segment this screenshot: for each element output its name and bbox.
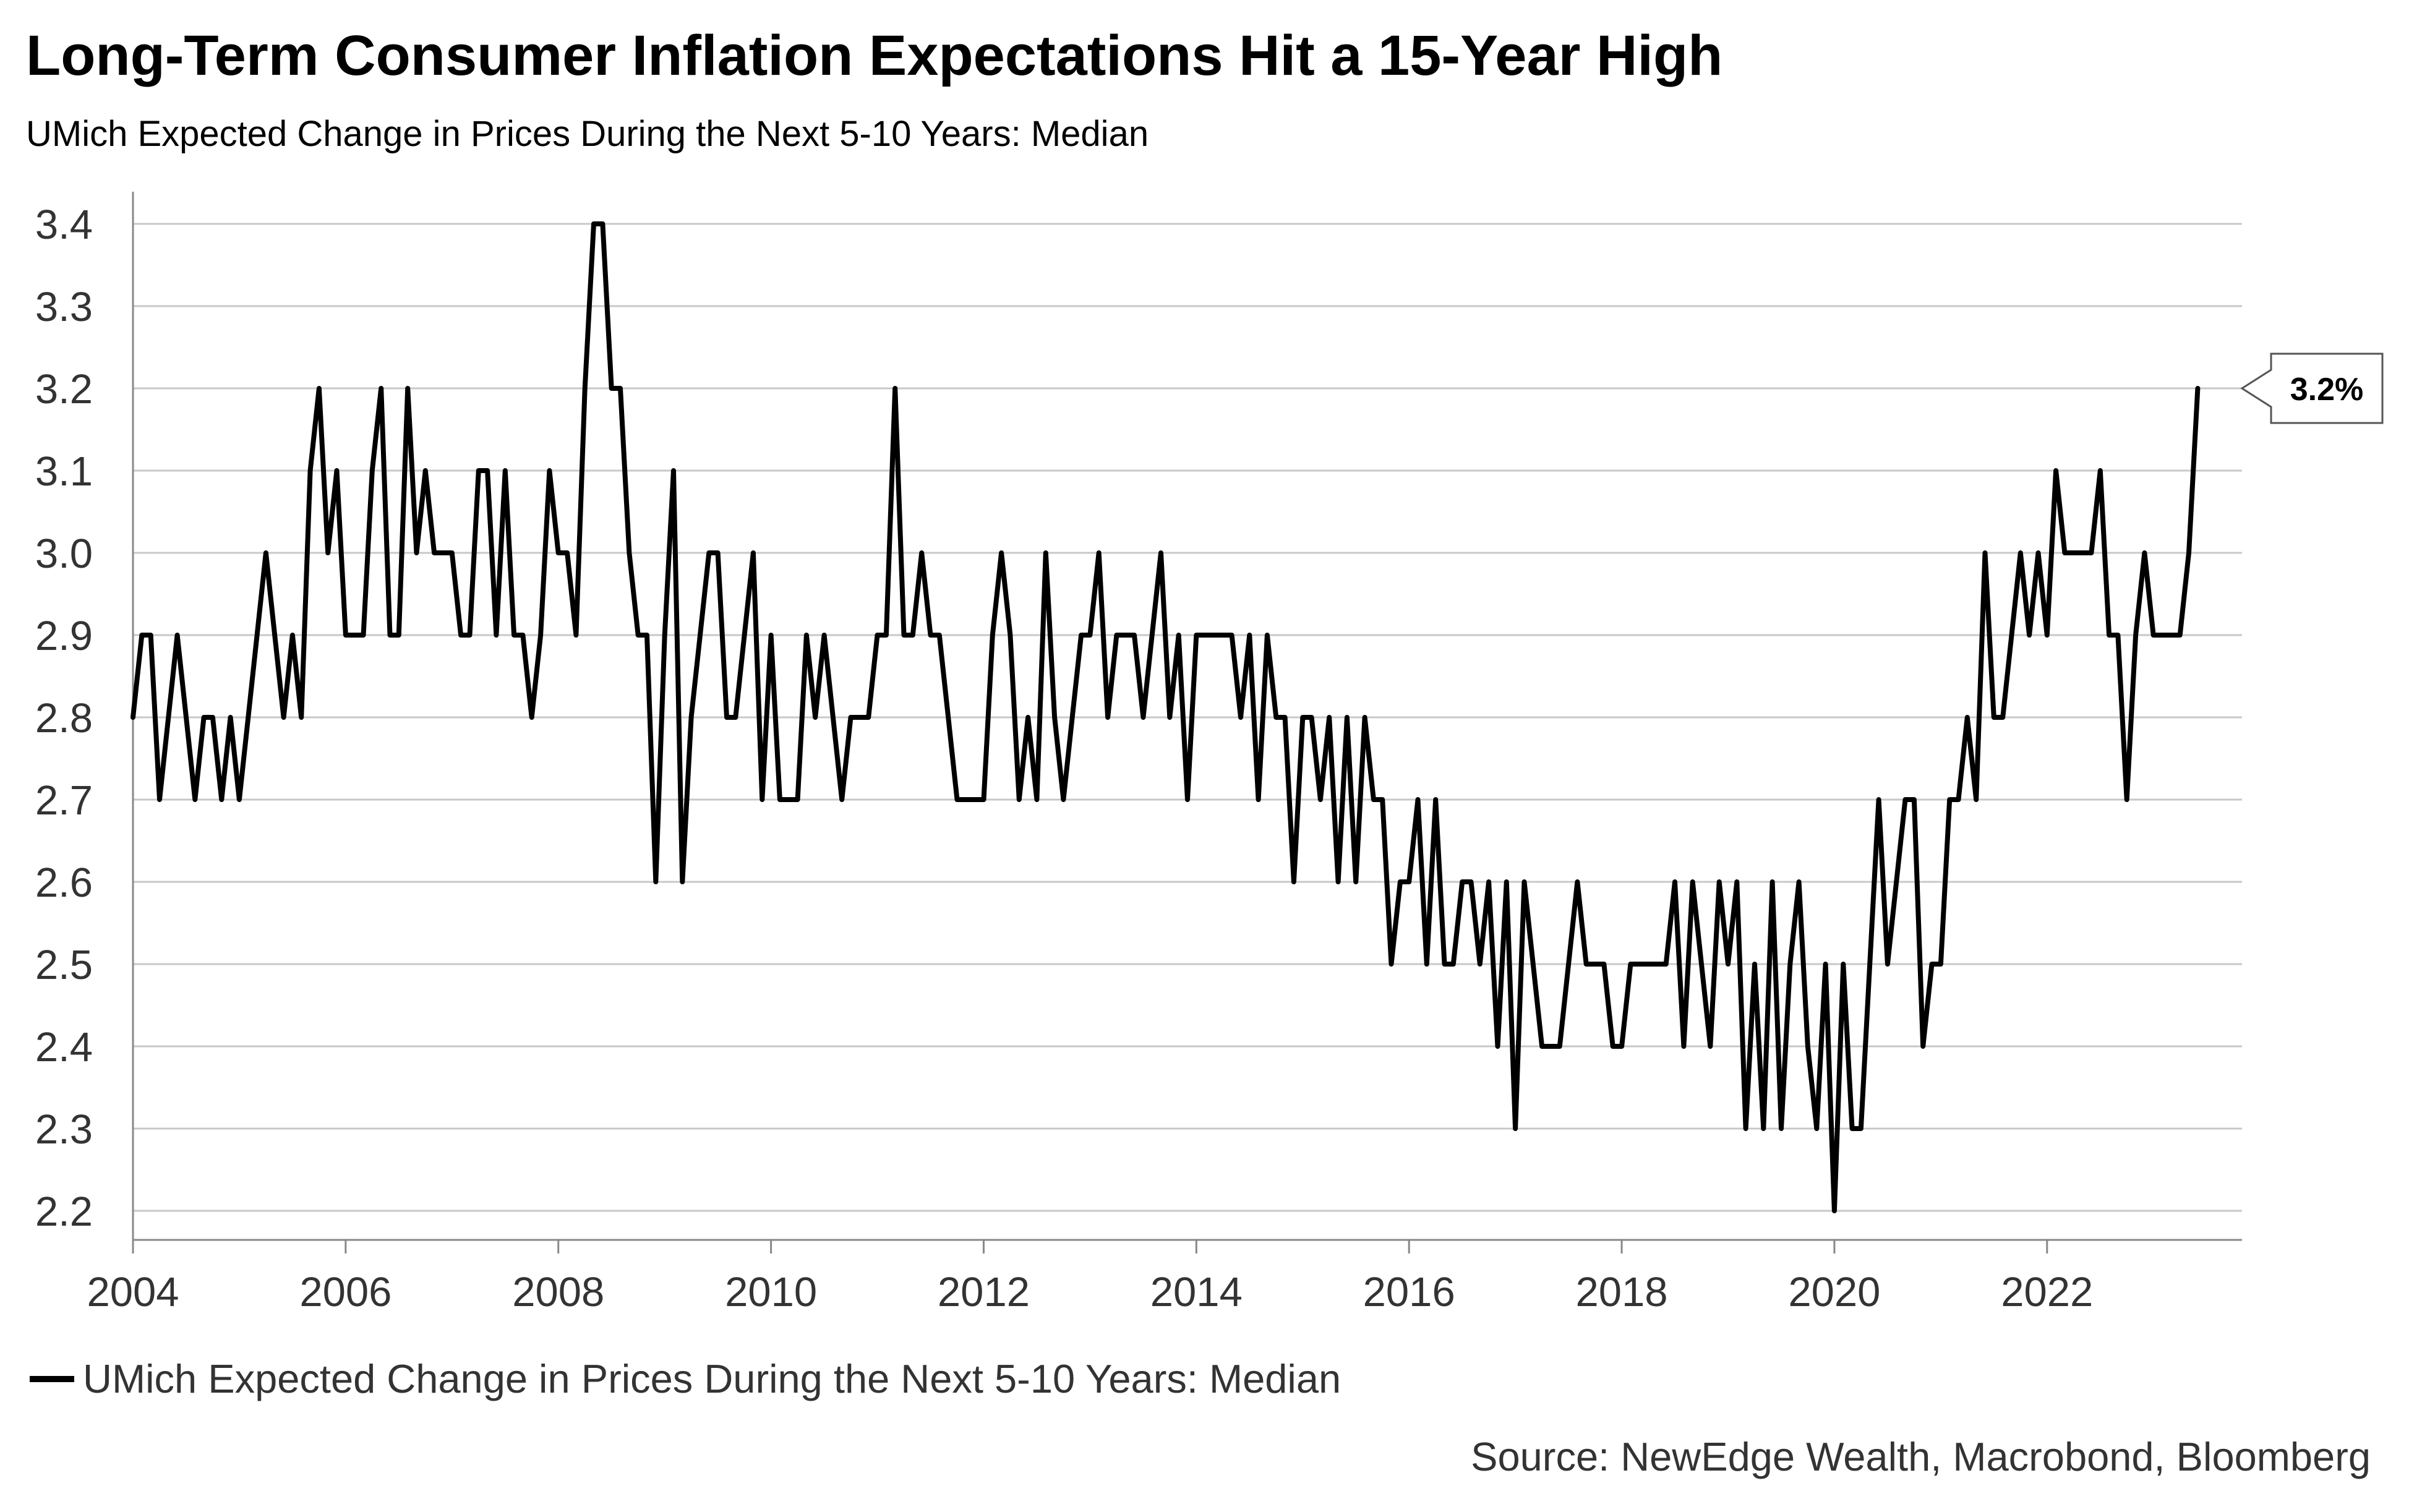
y-tick-label: 3.1 xyxy=(35,448,93,495)
x-tick-label: 2020 xyxy=(1788,1269,1880,1315)
x-tick-label: 2006 xyxy=(299,1269,392,1315)
y-tick-label: 2.2 xyxy=(35,1189,93,1235)
x-tick-label: 2022 xyxy=(2001,1269,2093,1315)
x-tick-label: 2018 xyxy=(1576,1269,1668,1315)
y-axis: 2.2 2.3 2.4 2.5 2.6 2.7 2.8 2.9 3.0 3.1 3.2 3.3 3.4 xyxy=(35,202,93,1235)
callout-label: 3.2% xyxy=(2290,372,2364,408)
x-tick-label: 2010 xyxy=(725,1269,817,1315)
x-tick-label: 2014 xyxy=(1150,1269,1243,1315)
value-callout: 3.2% xyxy=(2240,352,2384,424)
gridlines xyxy=(133,223,2242,1212)
series-group xyxy=(131,221,2201,1213)
y-tick-label: 3.3 xyxy=(35,284,93,330)
x-tick-label: 2012 xyxy=(938,1269,1030,1315)
y-tick-label: 2.4 xyxy=(35,1024,93,1070)
series-line-0 xyxy=(131,221,2201,1213)
y-tick-label: 2.7 xyxy=(35,777,93,824)
chart-subtitle: UMich Expected Change in Prices During t… xyxy=(26,114,1149,154)
chart-title: Long-Term Consumer Inflation Expectation… xyxy=(26,24,1723,87)
y-tick-label: 3.2 xyxy=(35,366,93,412)
callout-box xyxy=(2240,352,2384,424)
y-tick-label: 3.0 xyxy=(35,531,93,577)
y-tick-label: 3.4 xyxy=(35,202,93,248)
x-tick-label: 2004 xyxy=(87,1269,179,1315)
y-tick-label: 2.6 xyxy=(35,860,93,906)
legend-swatch xyxy=(30,1375,74,1382)
y-tick-label: 2.3 xyxy=(35,1106,93,1153)
y-tick-label: 2.8 xyxy=(35,695,93,741)
legend-label: UMich Expected Change in Prices During t… xyxy=(83,1356,1341,1401)
x-axis: 2004 2006 2008 2010 2012 2014 2016 2018 2020 2022 xyxy=(87,192,2242,1315)
y-tick-label: 2.9 xyxy=(35,613,93,659)
source-note: Source: NewEdge Wealth, Macrobond, Bloom… xyxy=(1471,1434,2371,1479)
x-tick-label: 2016 xyxy=(1363,1269,1455,1315)
legend: UMich Expected Change in Prices During t… xyxy=(30,1356,1341,1402)
x-tick-label: 2008 xyxy=(512,1269,604,1315)
y-tick-label: 2.5 xyxy=(35,942,93,988)
